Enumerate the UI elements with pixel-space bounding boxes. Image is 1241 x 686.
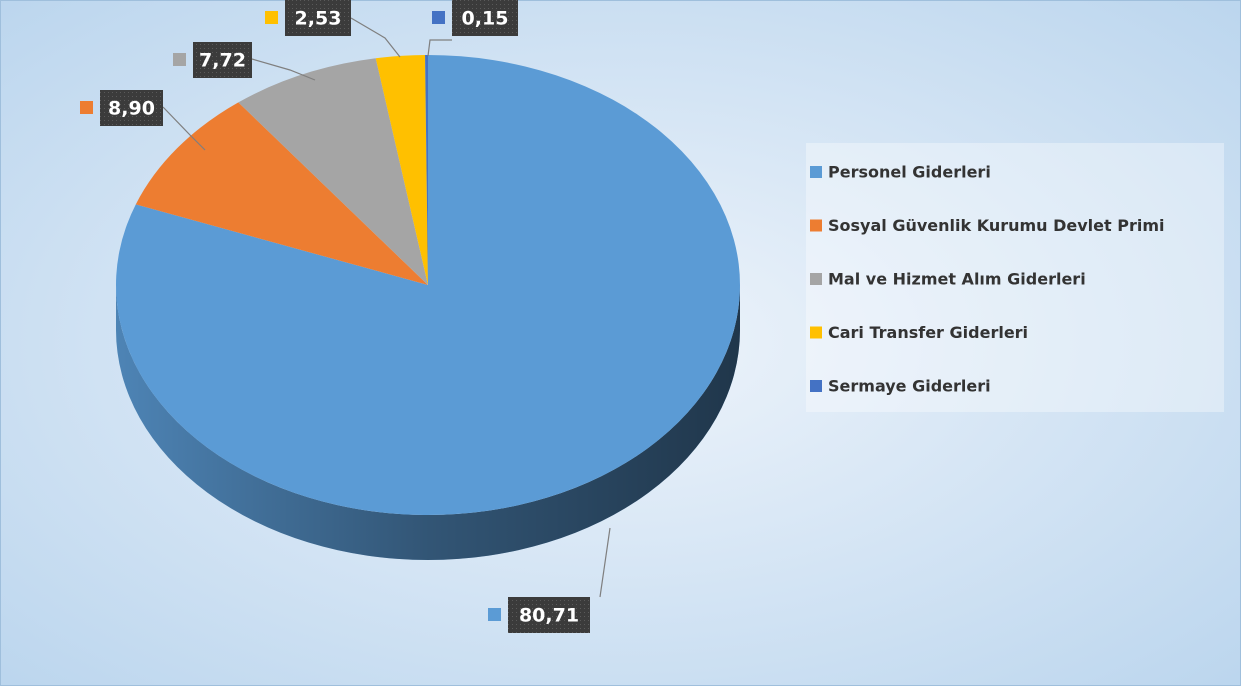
legend-swatch <box>810 326 822 339</box>
slice <box>135 102 428 285</box>
leader-line <box>350 17 401 58</box>
value-label: 80,71 <box>519 605 579 627</box>
label-swatch <box>265 11 278 24</box>
legend-box <box>806 143 1224 412</box>
label-box <box>100 90 163 126</box>
label-box <box>508 597 590 633</box>
value-label: 2,53 <box>295 8 342 30</box>
slice <box>425 55 428 285</box>
leader-line <box>427 39 452 57</box>
slice <box>375 55 428 286</box>
legend-label: Mal ve Hizmet Alım Giderleri <box>828 270 1086 289</box>
value-label: 0,15 <box>462 8 509 30</box>
legend-swatch <box>810 219 822 232</box>
legend-swatch <box>810 166 822 178</box>
label-box <box>193 42 252 78</box>
label-box <box>285 0 351 36</box>
value-label: 7,72 <box>199 50 246 72</box>
legend-label: Sermaye Giderleri <box>828 377 991 396</box>
legend-label: Sosyal Güvenlik Kurumu Devlet Primi <box>828 216 1165 235</box>
label-swatch <box>432 11 445 24</box>
slice-side-shade <box>116 285 740 560</box>
legend-label: Personel Giderleri <box>828 163 991 182</box>
leader-line <box>251 58 316 81</box>
legend-swatch <box>810 273 822 285</box>
legend-label: Cari Transfer Giderleri <box>828 323 1028 342</box>
slice <box>238 58 428 286</box>
leader-line <box>162 106 206 151</box>
leader-line <box>599 527 611 598</box>
label-swatch <box>173 53 186 66</box>
value-label: 8,90 <box>108 98 155 120</box>
label-box <box>452 0 518 36</box>
legend-swatch <box>810 380 822 392</box>
label-swatch <box>80 101 93 114</box>
label-swatch <box>488 608 501 621</box>
